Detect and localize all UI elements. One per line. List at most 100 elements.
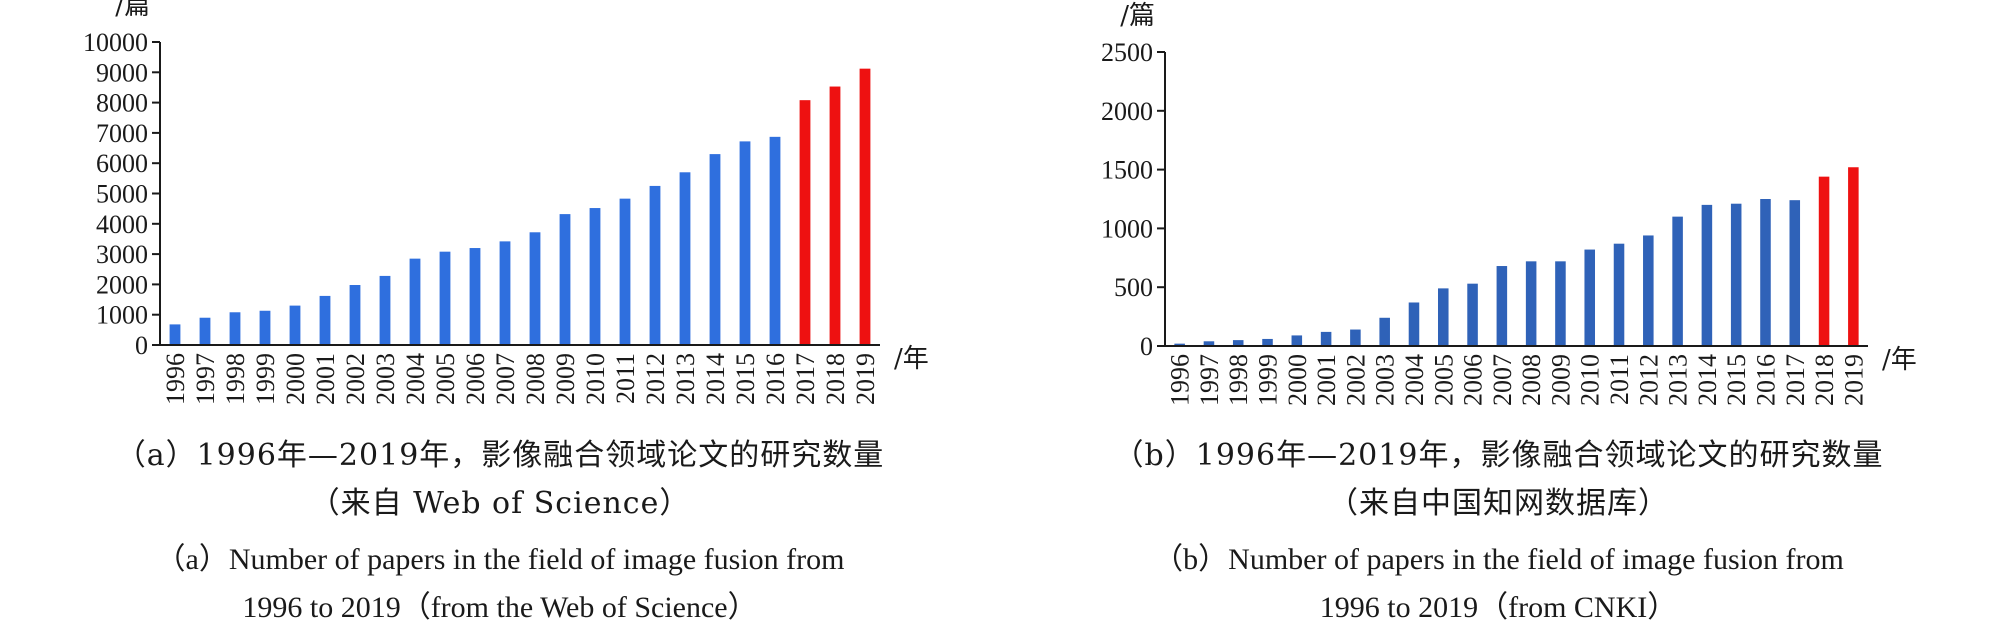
bar-2012 (1643, 235, 1654, 346)
y-tick-label: 1000 (96, 301, 148, 330)
chart-a: /篇01000200030004000500060007000800090001… (83, 0, 929, 405)
bar-1998 (1232, 340, 1244, 346)
x-tick-label: 2004 (401, 353, 430, 405)
bar-2000 (1291, 335, 1303, 346)
x-tick-label: 2015 (1722, 354, 1751, 406)
bar-2011 (1613, 243, 1625, 346)
bar-2019 (859, 68, 871, 345)
y-tick-label: 2000 (1101, 97, 1153, 126)
x-tick-label: 2010 (581, 353, 610, 405)
bar-2009 (1555, 261, 1566, 346)
caption-a-zh-line2: （来自 Web of Science） (309, 486, 691, 521)
bar-1999 (1262, 338, 1273, 346)
bar-2002 (349, 285, 361, 345)
x-tick-label: 2009 (551, 353, 580, 405)
x-tick-label: 2016 (1751, 354, 1780, 406)
x-tick-label: 1998 (1224, 354, 1253, 406)
y-tick-label: 500 (1114, 273, 1153, 302)
bar-1997 (199, 317, 211, 345)
bar-1996 (169, 324, 181, 345)
bar-1997 (1203, 341, 1215, 346)
x-tick-label: 2008 (521, 353, 550, 405)
bar-2003 (1379, 317, 1390, 346)
x-tick-label: 2009 (1546, 354, 1575, 406)
bar-2008 (529, 232, 541, 345)
x-unit-label: /年 (1882, 345, 1917, 375)
bar-1996 (1174, 343, 1185, 346)
y-tick-label: 0 (1140, 332, 1153, 361)
bar-1999 (259, 310, 271, 345)
x-tick-label: 2001 (311, 353, 340, 405)
x-tick-label: 2017 (791, 353, 820, 405)
x-tick-label: 2014 (701, 353, 730, 405)
x-tick-label: 2017 (1781, 354, 1810, 406)
x-tick-label: 1998 (221, 353, 250, 405)
y-unit-label: /篇 (115, 0, 150, 21)
bar-2006 (469, 248, 481, 345)
bar-2019 (1848, 167, 1859, 346)
bar-2001 (319, 295, 331, 345)
x-tick-label: 2012 (1634, 354, 1663, 406)
bar-2013 (1672, 216, 1683, 346)
y-tick-label: 10000 (83, 28, 148, 57)
x-tick-label: 1996 (1166, 354, 1195, 406)
bar-2015 (1730, 203, 1742, 346)
chart-panel-a: /篇 0 1000 2000 3000 4000 5000 6000 7000 8000 9000 1… (0, 0, 1000, 624)
bar-2010 (589, 208, 601, 345)
y-tick-label: 0 (135, 331, 148, 360)
bar-2018 (829, 86, 841, 345)
bar-2004 (409, 258, 421, 345)
caption-a-en-line2: 1996 to 2019（from the Web of Science） (242, 591, 758, 624)
x-tick-label: 2011 (611, 353, 640, 404)
bar-2003 (379, 275, 391, 345)
bar-2007 (1496, 266, 1508, 346)
x-tick-label: 2013 (1664, 354, 1693, 406)
bar-2010 (1584, 249, 1596, 346)
y-tick-label: 1000 (1101, 214, 1153, 243)
bar-2001 (1320, 331, 1332, 346)
bar-2015 (739, 141, 751, 345)
x-tick-label: 2007 (1488, 354, 1517, 406)
caption-b-en-line2: 1996 to 2019（from CNKI） (1319, 591, 1678, 624)
caption-b-zh-line1: （b）1996年—2019年，影像融合领域论文的研究数量 (1113, 438, 1884, 473)
x-tick-label: 2010 (1576, 354, 1605, 406)
x-tick-label: 1996 (161, 353, 190, 405)
chart-panel-b: /篇 0 500 1000 1500 2000 2500 1996 1997 1998 1999 20… (1000, 0, 1997, 624)
bar-2018 (1818, 176, 1830, 346)
y-tick-label: 3000 (96, 240, 148, 269)
bar-2014 (1701, 204, 1713, 346)
bar-2004 (1408, 302, 1420, 346)
y-tick-label: 5000 (96, 180, 148, 209)
x-tick-label: 2000 (281, 353, 310, 405)
x-tick-label: 2019 (851, 353, 880, 405)
y-tick-label: 4000 (96, 210, 148, 239)
x-tick-label: 2000 (1283, 354, 1312, 406)
x-tick-label: 2013 (671, 353, 700, 405)
x-tick-label: 2004 (1400, 354, 1429, 406)
x-tick-label: 2001 (1312, 354, 1341, 406)
y-tick-label: 9000 (96, 58, 148, 87)
bar-2000 (289, 305, 301, 345)
bar-2002 (1350, 329, 1361, 346)
bar-2009 (559, 214, 571, 345)
y-tick-label: 8000 (96, 89, 148, 118)
x-tick-label: 2006 (1459, 354, 1488, 406)
bar-2013 (679, 172, 691, 345)
x-tick-label: 2005 (1429, 354, 1458, 406)
y-tick-label: 1500 (1101, 156, 1153, 185)
x-tick-label: 2007 (491, 353, 520, 405)
bar-2007 (499, 241, 511, 345)
bar-2011 (619, 198, 631, 345)
x-tick-label: 2019 (1839, 354, 1868, 406)
x-tick-label: 1997 (191, 353, 220, 405)
x-tick-label: 2018 (821, 353, 850, 405)
x-tick-label: 2006 (461, 353, 490, 405)
bar-1998 (229, 312, 241, 345)
x-tick-label: 2011 (1605, 354, 1634, 405)
y-tick-label: 6000 (96, 149, 148, 178)
bar-2016 (769, 136, 781, 345)
x-tick-label: 1999 (251, 353, 280, 405)
caption-a-zh-line1: （a）1996年—2019年，影像融合领域论文的研究数量 (115, 438, 885, 473)
bar-2008 (1525, 261, 1537, 346)
